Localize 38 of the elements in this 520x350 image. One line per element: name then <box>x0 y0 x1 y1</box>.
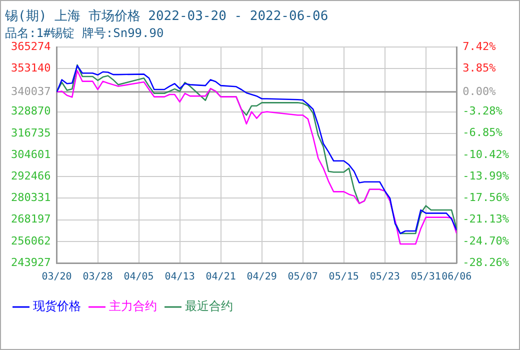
y2-tick-label: -28.26% <box>462 256 510 269</box>
y-tick-label: 243927 <box>10 256 51 269</box>
y-tick-label: 328870 <box>10 104 51 118</box>
y2-tick-label: 7.42% <box>462 40 496 53</box>
y-tick-label: 353140 <box>10 61 51 74</box>
y2-tick-label: -6.85% <box>462 126 503 140</box>
y2-tick-label: -3.28% <box>462 104 503 118</box>
y-tick-label: 256062 <box>10 234 51 248</box>
y2-tick-label: -10.42% <box>462 148 510 161</box>
chart-subtitle: 品名:1#锡锭 牌号:Sn99.90 <box>5 26 164 40</box>
y2-tick-label: -24.70% <box>462 234 510 248</box>
x-tick-label: 04/29 <box>246 272 277 283</box>
x-tick-label: 05/23 <box>370 272 400 283</box>
x-tick-label: 06/06 <box>442 272 472 283</box>
x-tick-label: 04/05 <box>124 272 154 283</box>
y-tick-label: 340037 <box>10 84 51 98</box>
x-tick-label: 03/28 <box>82 272 113 283</box>
y-tick-label: 292466 <box>10 169 51 182</box>
legend-label: 现货价格 <box>33 299 81 314</box>
legend-label: 最近合约 <box>185 299 233 314</box>
y2-tick-label: 3.85% <box>462 61 496 74</box>
y-tick-label: 316735 <box>10 126 51 140</box>
x-tick-label: 05/15 <box>328 272 359 283</box>
y-tick-label: 268197 <box>10 212 51 226</box>
y-tick-label: 280331 <box>10 191 51 204</box>
y-tick-label: 365274 <box>10 40 52 53</box>
x-tick-label: 05/31 <box>410 272 441 283</box>
x-tick-label: 04/21 <box>206 272 236 283</box>
y2-tick-label: 0.00% <box>462 84 496 98</box>
y2-tick-label: -13.99% <box>462 169 510 182</box>
y2-tick-label: -21.13% <box>462 212 510 226</box>
chart-title: 锡(期) 上海 市场价格 2022-03-20 - 2022-06-06 <box>4 9 328 24</box>
x-tick-label: 05/07 <box>288 272 318 283</box>
legend-label: 主力合约 <box>109 299 157 314</box>
y-tick-label: 304601 <box>10 148 51 161</box>
x-tick-label: 04/13 <box>164 272 195 283</box>
y2-tick-label: -17.56% <box>462 191 510 204</box>
x-tick-label: 03/20 <box>42 272 72 283</box>
